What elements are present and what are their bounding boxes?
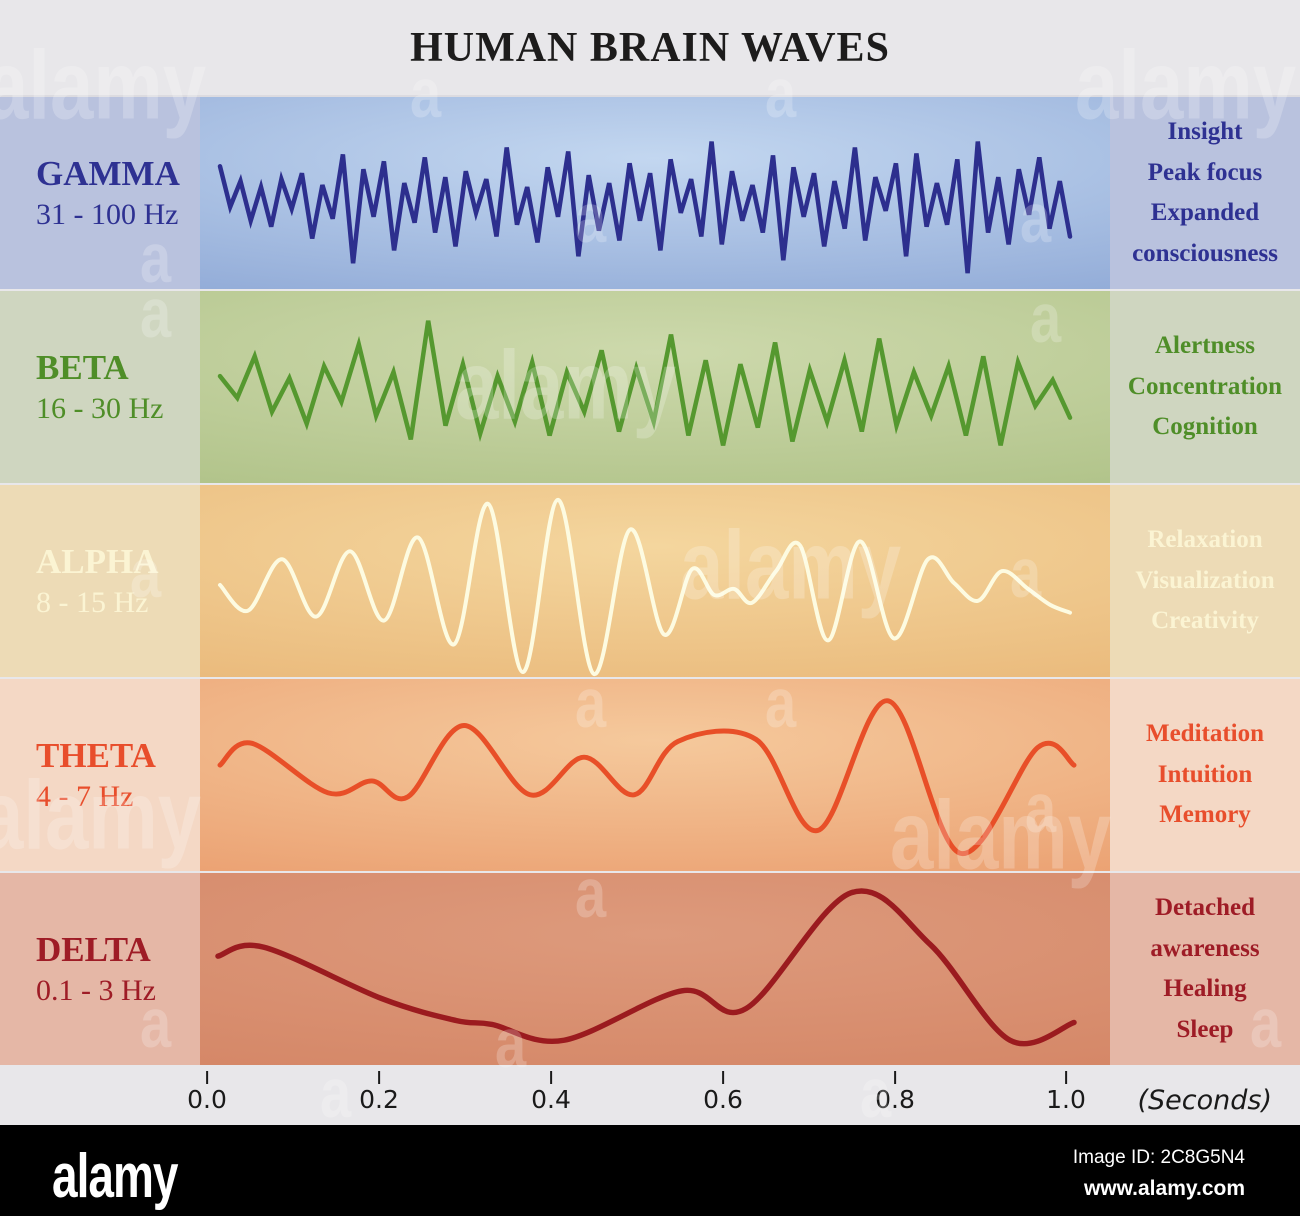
- watermark-footer-bar: alamy Image ID: 2C8G5N4 www.alamy.com: [0, 1125, 1300, 1216]
- band-description: Intuition: [1157, 760, 1253, 788]
- delta-waveform: [215, 888, 1077, 1047]
- band-description: Meditation: [1145, 720, 1265, 748]
- tick-mark: [377, 1071, 381, 1084]
- axis-unit-label: (Seconds): [1137, 1085, 1273, 1116]
- band-alpha: ALPHA 8 - 15 Hz Relaxation Visualization C…: [0, 485, 1300, 677]
- band-theta-label-column: THETA 4 - 7 Hz: [0, 679, 200, 871]
- beta-waveform: [217, 320, 1073, 446]
- band-beta-frequency: 16 - 30 Hz: [36, 391, 164, 425]
- image-id-text: Image ID: 2C8G5N4: [1072, 1147, 1245, 1168]
- band-alpha-descriptions: Relaxation Visualization Creativity: [1110, 485, 1300, 677]
- axis-tick-label: 0.6: [703, 1085, 743, 1114]
- band-delta: DELTA 0.1 - 3 Hz Detached awareness Heali…: [0, 873, 1300, 1065]
- band-description: Alertness: [1155, 332, 1255, 360]
- tick-mark: [549, 1071, 553, 1084]
- gamma-waveform: [217, 141, 1073, 274]
- axis-tick: 0.2: [359, 1071, 399, 1114]
- tick-mark: [205, 1071, 209, 1084]
- axis-tick-label: 0.4: [531, 1085, 571, 1114]
- band-alpha-name: ALPHA: [36, 541, 159, 581]
- band-beta-label-column: BETA 16 - 30 Hz: [0, 291, 200, 483]
- band-description: Cognition: [1152, 413, 1258, 441]
- band-theta-frequency: 4 - 7 Hz: [36, 779, 134, 813]
- band-gamma-waveform-area: [200, 97, 1110, 289]
- axis-tick-label: 0.0: [187, 1085, 227, 1114]
- band-gamma-label-column: GAMMA 31 - 100 Hz: [0, 97, 200, 289]
- band-delta-name: DELTA: [36, 929, 151, 969]
- band-description: Memory: [1159, 801, 1251, 829]
- tick-mark: [1064, 1071, 1068, 1084]
- band-theta-name: THETA: [36, 735, 156, 775]
- footer-meta: Image ID: 2C8G5N4 www.alamy.com: [1073, 1147, 1245, 1201]
- axis-tick: 0.0: [187, 1071, 227, 1114]
- band-gamma-descriptions: Insight Peak focus Expanded consciousness: [1110, 97, 1300, 289]
- band-beta-descriptions: Alertness Concentration Cognition: [1110, 291, 1300, 483]
- band-description: Relaxation: [1147, 526, 1263, 554]
- tick-mark: [893, 1071, 897, 1084]
- band-description: Peak focus: [1147, 158, 1263, 186]
- band-description: Visualization: [1135, 566, 1275, 594]
- theta-waveform: [217, 698, 1077, 856]
- band-alpha-label-column: ALPHA 8 - 15 Hz: [0, 485, 200, 677]
- band-beta: BETA 16 - 30 Hz Alertness Concentration Co…: [0, 291, 1300, 483]
- band-delta-descriptions: Detached awareness Healing Sleep: [1110, 873, 1300, 1065]
- band-delta-waveform-area: [200, 873, 1110, 1065]
- tick-mark: [721, 1071, 725, 1084]
- band-description: Healing: [1163, 975, 1247, 1002]
- page-title: HUMAN BRAIN WAVES: [410, 24, 890, 71]
- axis-tick: 0.8: [875, 1071, 915, 1114]
- alamy-website-text: www.alamy.com: [1083, 1177, 1245, 1200]
- axis-tick-label: 0.8: [875, 1085, 915, 1114]
- band-description: Creativity: [1151, 607, 1259, 635]
- band-beta-waveform-area: [200, 291, 1110, 483]
- axis-tick-label: 0.2: [359, 1085, 399, 1114]
- band-gamma-frequency: 31 - 100 Hz: [36, 197, 179, 231]
- band-theta: THETA 4 - 7 Hz Meditation Intuition Memory: [0, 679, 1300, 871]
- title-bar: HUMAN BRAIN WAVES: [0, 0, 1300, 97]
- band-gamma-name: GAMMA: [36, 153, 180, 193]
- band-description: Sleep: [1176, 1015, 1234, 1043]
- band-description: Concentration: [1127, 372, 1283, 400]
- band-delta-label-column: DELTA 0.1 - 3 Hz: [0, 873, 200, 1065]
- band-description: Detached awareness: [1150, 894, 1260, 962]
- alpha-waveform: [218, 497, 1072, 677]
- band-alpha-frequency: 8 - 15 Hz: [36, 585, 149, 619]
- band-alpha-waveform-area: [200, 485, 1110, 677]
- band-description: Insight: [1167, 118, 1243, 145]
- wave-bands-container: GAMMA 31 - 100 Hz Insight Peak focus Expan…: [0, 97, 1300, 1065]
- band-beta-name: BETA: [36, 347, 129, 387]
- alamy-logo: alamy: [52, 1140, 178, 1211]
- axis-tick-label: 1.0: [1046, 1085, 1086, 1114]
- axis-tick: 0.4: [531, 1071, 571, 1114]
- band-description: Expanded consciousness: [1132, 199, 1278, 267]
- time-axis: (Seconds) 0.0 0.2 0.4 0.6 0.8 1.0: [0, 1065, 1300, 1125]
- band-delta-frequency: 0.1 - 3 Hz: [36, 973, 156, 1007]
- band-theta-descriptions: Meditation Intuition Memory: [1110, 679, 1300, 871]
- axis-tick: 1.0: [1046, 1071, 1086, 1114]
- axis-tick: 0.6: [703, 1071, 743, 1114]
- band-gamma: GAMMA 31 - 100 Hz Insight Peak focus Expan…: [0, 97, 1300, 289]
- band-theta-waveform-area: [200, 679, 1110, 871]
